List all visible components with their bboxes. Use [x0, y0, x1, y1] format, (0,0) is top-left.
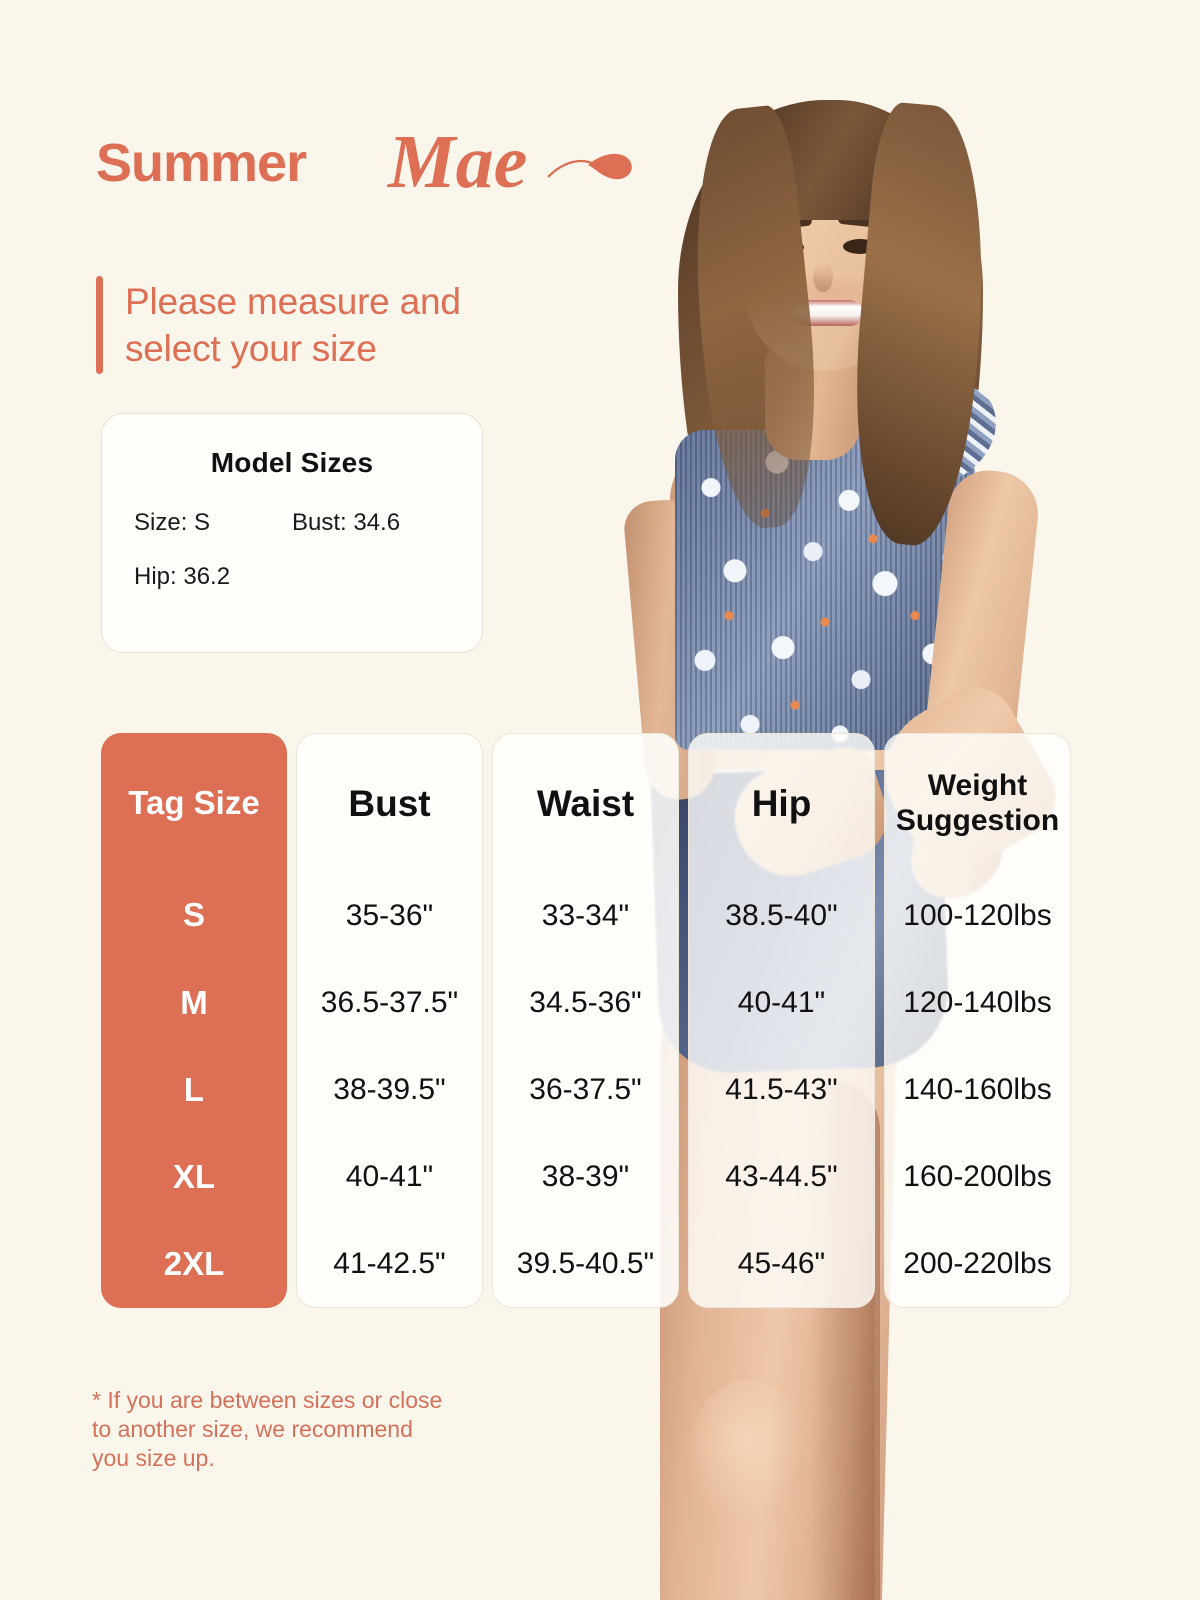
table-cell-waist: 39.5-40.5" — [516, 1246, 655, 1280]
table-cell-tag: L — [183, 1070, 205, 1108]
table-cell-hip: 41.5-43" — [725, 1072, 838, 1106]
headline-accent-bar — [96, 276, 103, 374]
model-sizes-title: Model Sizes — [210, 447, 374, 478]
table-cell-tag: M — [180, 983, 208, 1021]
table-cell-bust: 40-41" — [345, 1159, 434, 1193]
logo-wordmark-summer: Summer — [96, 133, 307, 193]
model-hip-value: Hip: 36.2 — [134, 563, 231, 590]
table-column-bust: Bust 35-36" 36.5-37.5" 38-39.5" 40-41" 4… — [296, 733, 483, 1308]
table-cell-bust: 36.5-37.5" — [320, 985, 459, 1019]
table-cell-hip: 40-41" — [737, 985, 826, 1019]
table-cell-bust: 38-39.5" — [333, 1072, 446, 1106]
model-sizes-values: Size: S Bust: 34.6 Hip: 36.2 — [102, 509, 482, 591]
table-cell-weight: 100-120lbs — [903, 898, 1052, 932]
table-cell-weight: 160-200lbs — [903, 1159, 1052, 1193]
column-header-tag-size: Tag Size — [128, 783, 260, 821]
sizing-footnote: * If you are between sizes or close to a… — [92, 1387, 443, 1471]
table-column-tag-size: Tag Size S M L XL 2XL — [101, 733, 287, 1308]
table-column-hip: Hip 38.5-40" 40-41" 41.5-43" 43-44.5" 45… — [688, 733, 875, 1308]
table-cell-hip: 45-46" — [737, 1246, 826, 1280]
model-knee-highlight — [688, 1380, 808, 1530]
logo-wordmark-mae: Mae — [387, 121, 527, 204]
table-cell-weight: 120-140lbs — [903, 985, 1052, 1019]
model-bust-value: Bust: 34.6 — [292, 509, 401, 536]
brand-logo: Summer Mae — [96, 121, 656, 204]
table-column-waist: Waist 33-34" 34.5-36" 36-37.5" 38-39" 39… — [492, 733, 679, 1308]
model-sizes-row: Size: S Bust: 34.6 — [134, 509, 450, 537]
column-header-waist: Waist — [536, 782, 635, 824]
table-cell-hip: 43-44.5" — [725, 1159, 838, 1193]
column-header-weight-suggestion: Weight Suggestion — [895, 769, 1060, 838]
table-cell-waist: 38-39" — [541, 1159, 630, 1193]
column-header-hip: Hip — [751, 782, 812, 824]
table-cell-tag: S — [182, 896, 205, 934]
logo-swoosh-icon — [588, 153, 632, 180]
headline-block: Please measure and select your size — [96, 276, 461, 374]
table-cell-waist: 33-34" — [541, 898, 630, 932]
logo-tail-stroke-icon — [547, 159, 597, 178]
table-cell-bust: 41-42.5" — [333, 1246, 446, 1280]
model-size-value: Size: S — [134, 509, 211, 536]
table-cell-weight: 140-160lbs — [903, 1072, 1052, 1106]
model-empty-cell — [292, 563, 450, 591]
table-cell-tag: 2XL — [163, 1245, 225, 1283]
table-cell-tag: XL — [172, 1158, 216, 1196]
table-cell-hip: 38.5-40" — [725, 898, 838, 932]
model-sizes-row: Hip: 36.2 — [134, 563, 450, 591]
column-header-bust: Bust — [348, 782, 431, 824]
table-cell-waist: 36-37.5" — [529, 1072, 642, 1106]
page-title: Please measure and select your size — [125, 281, 461, 369]
summer-mae-logo-icon: Summer Mae — [96, 121, 632, 204]
table-cell-waist: 34.5-36" — [529, 985, 642, 1019]
table-cell-bust: 35-36" — [345, 898, 434, 932]
model-sizes-card: Model Sizes Size: S Bust: 34.6 Hip: 36.2 — [101, 413, 483, 653]
table-column-weight: Weight Suggestion 100-120lbs 120-140lbs … — [884, 733, 1071, 1308]
table-cell-weight: 200-220lbs — [903, 1246, 1052, 1280]
model-nose — [813, 262, 833, 292]
size-chart-table: Tag Size S M L XL 2XL Bust 35-36" 36.5-3… — [101, 733, 1071, 1308]
